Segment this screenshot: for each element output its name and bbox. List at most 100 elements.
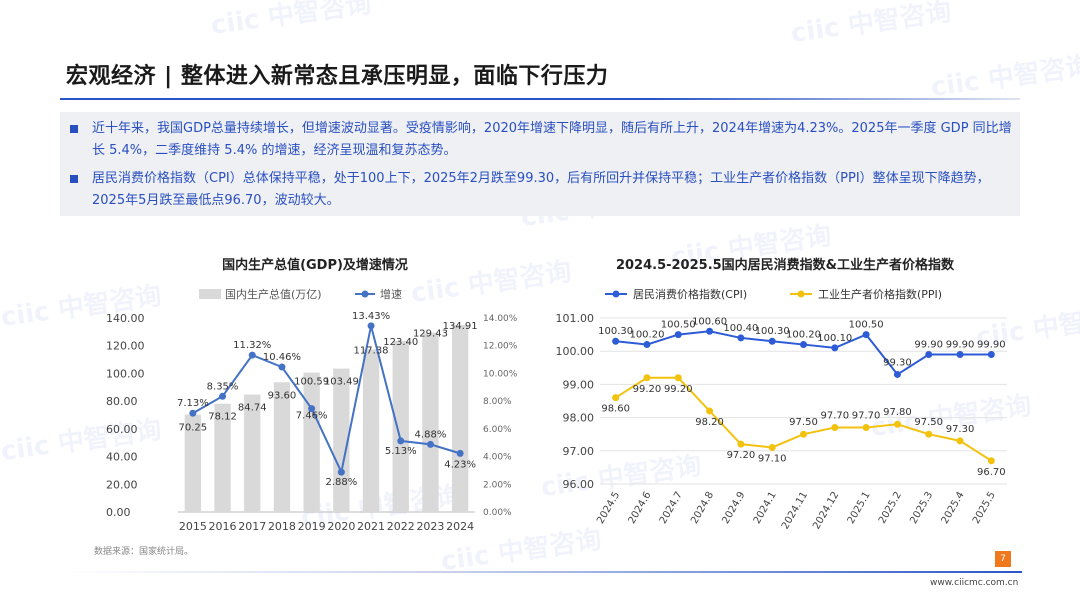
cpi-point [956,351,964,359]
growth-data-label: 4.88% [415,429,447,440]
gdp-data-label: 84.74 [238,403,267,414]
ppi-point [925,430,933,438]
growth-data-label: 8.35% [207,381,239,392]
legend-ppi-label: 工业生产者价格指数(PPI) [818,287,942,301]
ppi-point [831,424,839,432]
cpi-point [925,351,933,359]
x-tick-label: 2017 [238,520,266,533]
gdp-data-label: 78.12 [208,412,237,423]
gdp-bar [273,382,291,512]
ppi-point [643,374,651,382]
cpi-data-label: 99.90 [977,340,1006,351]
cpi-point [800,341,807,349]
cpi-data-label: 100.20 [786,330,821,341]
growth-rate-point [456,449,464,457]
x-tick-label: 2024.5 [595,490,622,526]
growth-data-label: 4.23% [444,459,476,470]
gdp-bar [244,394,261,512]
growth-data-label: 7.13% [177,398,209,409]
y-left-tick-label: 120.00 [106,340,145,353]
gdp-data-label: 123.40 [383,337,418,348]
page-title: 宏观经济 | 整体进入新常态且承压明显，面临下行压力 [66,64,609,89]
y-left-tick-label: 80.00 [106,395,138,408]
x-tick-label: 2022 [387,520,415,533]
ppi-point [737,440,745,448]
gdp-chart-title: 国内生产总值(GDP)及增速情况 [222,257,408,273]
watermark: ciic 中智咨询 [929,50,1080,104]
y-left-tick-label: 100.00 [106,367,145,380]
ppi-data-label: 98.20 [695,417,724,428]
x-tick-label: 2024 [446,520,474,533]
cpi-data-label: 100.10 [817,333,852,344]
ppi-data-label: 97.70 [852,411,881,422]
y-right-tick-label: 4.00% [483,453,512,463]
gdp-chart-svg: 国内生产总值(GDP)及增速情况 国内生产总值(万亿) 增速 0.00 20.00… [106,257,518,533]
gdp-data-label: 129.43 [413,329,448,340]
y-tick-label: 100.00 [556,345,595,358]
cpi-data-label: 99.90 [946,340,975,351]
ppi-point [862,424,870,432]
gdp-bar [184,414,202,512]
x-tick-label: 2020 [327,520,355,533]
watermark: ciic 中智咨询 [209,0,374,42]
growth-data-label: 11.32% [233,340,271,351]
legend-gdp-label: 国内生产总值(万亿) [225,287,322,301]
gdp-data-label: 103.49 [324,377,359,388]
y-tick-label: 99.00 [563,378,595,391]
ppi-point [612,394,620,402]
ppi-data-label: 99.20 [664,384,693,395]
cpi-point [862,331,870,339]
cpi-data-label: 100.20 [629,330,664,341]
x-tick-label: 2024.8 [689,490,716,526]
x-tick-label: 2021 [357,520,385,533]
gdp-chart: 国内生产总值(GDP)及增速情况 国内生产总值(万亿) 增速 0.00 20.00… [100,240,530,540]
ppi-point [706,407,714,415]
y-left-tick-label: 60.00 [106,423,138,436]
growth-data-label: 13.43% [352,311,390,322]
summary-bullet-text: 居民消费价格指数（CPI）总体保持平稳，处于100上下，2025年2月跌至99.… [92,171,990,208]
ppi-data-label: 97.20 [727,450,756,461]
y-right-tick-label: 0.00% [483,508,512,518]
x-tick-label: 2024.1 [752,490,779,526]
y-right-tick-label: 2.00% [483,480,512,490]
cpi-point [674,331,682,339]
legend-growth-label: 增速 [380,287,402,301]
y-right-tick-label: 6.00% [483,425,512,435]
cpi-point [831,344,839,352]
ppi-data-label: 96.70 [977,467,1006,478]
x-tick-label: 2025.5 [971,490,998,526]
cpi-data-label: 100.30 [598,326,633,337]
gdp-data-label: 93.60 [268,390,297,401]
gdp-data-label: 117.38 [354,345,389,356]
ppi-data-label: 97.70 [820,411,849,422]
legend-bar-swatch [199,289,221,299]
cpi-point [987,351,995,359]
legend-cpi-label: 居民消费价格指数(CPI) [633,287,747,301]
y-tick-label: 97.00 [563,445,595,458]
x-tick-label: 2025.4 [940,490,967,526]
x-tick-label: 2024.9 [720,490,747,526]
x-tick-label: 2015 [179,520,207,533]
gdp-bar [214,403,231,512]
cpi-point [893,370,901,378]
legend-growth-marker [361,290,369,298]
ppi-data-label: 99.20 [633,384,662,395]
ppi-data-label: 97.80 [883,407,912,418]
y-tick-label: 96.00 [563,478,595,491]
data-source-note: 数据来源：国家统计局。 [94,547,194,557]
gdp-bar [333,368,350,512]
growth-data-label: 2.88% [325,477,357,488]
ppi-data-label: 97.50 [914,417,943,428]
growth-rate-point [189,409,197,417]
growth-rate-point [426,440,434,448]
gdp-bar [303,372,320,512]
cpi-data-label: 100.50 [849,320,884,331]
cpi-data-label: 100.40 [723,323,758,334]
cpi-ppi-chart-title: 2024.5-2025.5国内居民消费指数&工业生产者价格指数 [616,257,955,273]
growth-rate-point [367,322,375,330]
ppi-data-label: 97.30 [946,424,975,435]
ppi-point [800,430,807,438]
gdp-bar [422,332,439,512]
x-tick-label: 2016 [209,520,237,533]
x-tick-label: 2018 [268,520,296,533]
